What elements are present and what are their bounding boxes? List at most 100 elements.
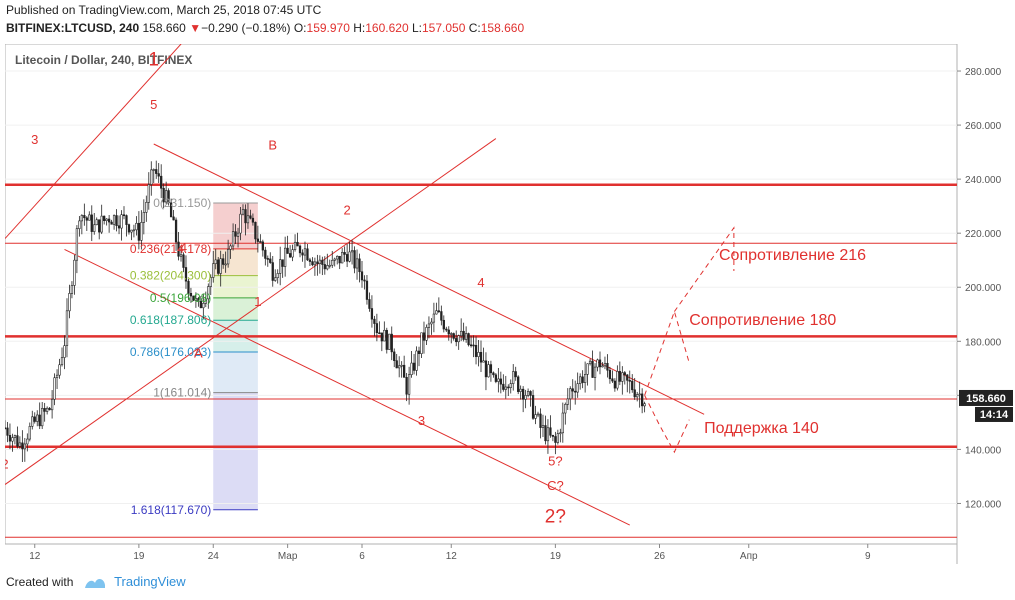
- candle-body: [492, 372, 495, 376]
- candle-body: [410, 362, 413, 375]
- fib-level-label: 1(161.014): [153, 386, 211, 400]
- candle-body: [598, 359, 602, 368]
- candle-body: [214, 259, 217, 265]
- candle-body: [370, 308, 374, 320]
- candle-body: [135, 222, 138, 231]
- y-tick-label: 120.000: [965, 499, 1002, 510]
- last-price: 158.660: [142, 21, 186, 35]
- candle-body: [105, 218, 108, 221]
- candle-body: [425, 327, 428, 341]
- candle-body: [58, 364, 61, 376]
- x-tick-label: 6: [359, 551, 365, 562]
- candle-body: [311, 261, 314, 266]
- candle-body: [430, 321, 433, 325]
- candle-body: [308, 259, 312, 262]
- candle-body: [579, 376, 582, 384]
- candle-body: [115, 215, 118, 227]
- candle-body: [613, 380, 617, 389]
- candle-body: [291, 249, 294, 258]
- chart-svg[interactable]: Litecoin / Dollar, 240, BITFINEX 0(231.1…: [5, 44, 1015, 564]
- candle-body: [246, 215, 250, 224]
- candle-body: [160, 175, 163, 189]
- candle-body: [219, 258, 222, 274]
- close-label: C:: [468, 21, 481, 35]
- open-label: O:: [293, 21, 307, 35]
- y-tick-label: 180.000: [965, 337, 1002, 348]
- candle-body: [489, 364, 493, 374]
- tradingview-brand[interactable]: TradingView: [114, 574, 186, 589]
- candle-body: [162, 188, 165, 203]
- candle-body: [286, 247, 289, 254]
- candle-body: [26, 438, 29, 445]
- candle-body: [378, 332, 381, 335]
- candle-body: [588, 360, 592, 365]
- wave-annotation: 2: [5, 456, 9, 471]
- wave-annotation: Сопротивление 216: [719, 247, 866, 264]
- candle-body: [643, 403, 646, 407]
- wave-annotation: 4: [477, 275, 484, 290]
- candle-body: [197, 298, 200, 302]
- candle-body: [593, 366, 597, 378]
- candle-body: [55, 374, 59, 379]
- candle-body: [23, 443, 26, 450]
- candle-body: [110, 221, 113, 225]
- candle-body: [549, 427, 552, 436]
- candle-body: [363, 279, 366, 282]
- candle-body: [403, 364, 406, 378]
- candle-body: [641, 393, 644, 407]
- candle-body: [531, 395, 535, 419]
- candle-body: [452, 333, 455, 339]
- candle-body: [271, 262, 274, 281]
- candle-body: [256, 238, 260, 242]
- price-change: −0.290 (−0.18%): [201, 21, 291, 35]
- candle-body: [284, 247, 287, 267]
- candle-body: [583, 374, 587, 383]
- candle-body: [519, 388, 522, 392]
- y-tick-label: 200.000: [965, 283, 1002, 294]
- wave-annotation: 1: [148, 50, 159, 71]
- x-tick-label: 9: [865, 551, 871, 562]
- candle-body: [400, 364, 403, 367]
- candle-body: [375, 323, 379, 334]
- price-tag-time-bg: [975, 406, 1013, 422]
- candle-body: [360, 271, 364, 281]
- candle-body: [43, 408, 46, 412]
- candle-body: [336, 255, 339, 260]
- candle-body: [296, 241, 299, 247]
- created-with-label: Created with: [6, 575, 74, 589]
- candle-body: [288, 253, 292, 258]
- trendline: [64, 248, 630, 526]
- candle-body: [53, 377, 56, 400]
- trendline: [5, 138, 497, 485]
- candle-body: [182, 254, 185, 268]
- candle-body: [487, 364, 490, 378]
- candle-body: [455, 338, 458, 343]
- candle-body: [407, 374, 411, 395]
- candle-body: [348, 251, 351, 262]
- candle-body: [169, 202, 173, 218]
- x-tick-label: Мар: [278, 551, 298, 562]
- symbol-label[interactable]: BITFINEX:LTCUSD, 240: [6, 21, 140, 35]
- x-tick-label: Апр: [740, 551, 758, 562]
- plot-frame: [5, 44, 958, 545]
- candle-body: [261, 241, 264, 251]
- chart-area[interactable]: Litecoin / Dollar, 240, BITFINEX 0(231.1…: [5, 44, 1015, 564]
- candle-body: [301, 252, 304, 256]
- candle-body: [236, 232, 240, 237]
- x-tick-label: 26: [654, 551, 666, 562]
- candle-body: [38, 414, 41, 427]
- candle-body: [603, 362, 607, 367]
- candle-body: [571, 388, 574, 392]
- candle-body: [95, 219, 98, 226]
- trendline: [5, 44, 182, 239]
- candle-body: [127, 224, 131, 233]
- wave-annotation: 5: [150, 97, 157, 112]
- fib-zone: [213, 352, 258, 393]
- candle-body: [199, 300, 202, 309]
- candle-body: [457, 335, 460, 343]
- candle-body: [420, 332, 423, 354]
- candle-body: [155, 169, 158, 174]
- candle-body: [83, 215, 86, 219]
- x-tick-label: 12: [29, 551, 41, 562]
- candle-body: [333, 258, 336, 261]
